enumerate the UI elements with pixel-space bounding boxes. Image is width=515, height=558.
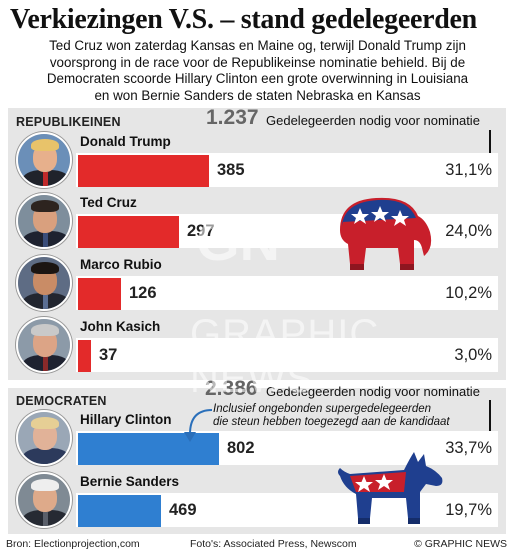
elephant-icon	[340, 197, 432, 270]
candidate-name: John Kasich	[80, 319, 161, 334]
delegate-count: 802	[227, 439, 255, 457]
superdelegates-note: Inclusief ongebonden supergedelegeerden …	[213, 403, 483, 429]
donkey-icon	[338, 452, 443, 524]
candidate-row: Ted Cruz 297 24,0%	[8, 190, 506, 250]
bar-hillary-clinton	[78, 433, 219, 465]
candidate-name: Marco Rubio	[80, 257, 162, 272]
delegate-percent: 10,2%	[445, 284, 492, 302]
subtitle-line: en won Bernie Sanders de staten Nebraska…	[94, 87, 421, 103]
candidate-photo	[16, 132, 72, 188]
note-line: Inclusief ongebonden supergedelegeerden	[213, 403, 432, 415]
footer-source: Bron: Electionprojection,com	[6, 538, 140, 550]
bar-ted-cruz	[78, 216, 179, 248]
candidate-photo	[16, 193, 72, 249]
delegate-count: 297	[187, 222, 215, 240]
delegate-percent: 31,1%	[445, 161, 492, 179]
candidate-row: John Kasich 37 3,0%	[8, 314, 506, 374]
candidate-name: Bernie Sanders	[80, 474, 180, 489]
delegate-percent: 19,7%	[445, 501, 492, 519]
delegate-count: 469	[169, 501, 197, 519]
candidate-photo	[16, 317, 72, 373]
candidate-row: Marco Rubio 126 10,2%	[8, 252, 506, 312]
republican-section-label: REPUBLIKEINEN	[16, 115, 121, 129]
delegate-count: 126	[129, 284, 157, 302]
delegate-count: 385	[217, 161, 245, 179]
subtitle-line: voorsprong in de race voor de Republikei…	[49, 54, 466, 70]
democrat-nomination-marker	[489, 400, 491, 433]
delegate-percent: 33,7%	[445, 439, 492, 457]
candidate-row: Hillary Clinton 802 33,7%	[8, 407, 506, 467]
footer-photos: Foto's: Associated Press, Newscom	[190, 538, 357, 550]
bar-track	[76, 338, 498, 372]
candidate-row: Donald Trump 385 31,1%	[8, 129, 506, 189]
republican-needed-label: Gedelegeerden nodig voor nominatie	[266, 113, 480, 128]
watermark-text: GRAPHIC NEWS	[190, 312, 380, 401]
democrat-needed-label: Gedelegeerden nodig voor nominatie	[266, 384, 480, 399]
bar-marco-rubio	[78, 278, 121, 310]
delegate-percent: 3,0%	[454, 346, 492, 364]
candidate-name: Hillary Clinton	[80, 412, 172, 427]
candidate-photo	[16, 472, 72, 528]
subtitle: Ted Cruz won zaterdag Kansas en Maine og…	[6, 38, 509, 104]
bar-john-kasich	[78, 340, 91, 372]
delegate-percent: 24,0%	[445, 222, 492, 240]
footer-copyright: © GRAPHIC NEWS	[414, 538, 507, 550]
bar-bernie-sanders	[78, 495, 161, 527]
candidate-name: Ted Cruz	[80, 195, 137, 210]
republican-nomination-marker	[489, 130, 491, 156]
candidate-photo	[16, 255, 72, 311]
candidate-photo	[16, 410, 72, 466]
watermark-logo: GN	[196, 209, 280, 272]
candidate-row: Bernie Sanders 469 19,7%	[8, 469, 506, 529]
bar-donald-trump	[78, 155, 209, 187]
subtitle-line: Democraten scoorde Hillary Clinton een g…	[46, 71, 469, 86]
note-arrow-icon	[184, 409, 213, 442]
democrat-section-label: DEMOCRATEN	[16, 394, 107, 408]
note-line: die steun hebben toegezegd aan de kandid…	[213, 416, 450, 428]
page-title: Verkiezingen V.S. – stand gedelegeerden	[10, 4, 477, 35]
candidate-name: Donald Trump	[80, 134, 171, 149]
republican-needed-value: 1.237	[206, 106, 259, 129]
delegate-count: 37	[99, 346, 118, 364]
bar-track	[76, 276, 498, 310]
democrat-needed-value: 2.386	[205, 377, 258, 400]
subtitle-line: Ted Cruz won zaterdag Kansas en Maine og…	[49, 38, 466, 53]
